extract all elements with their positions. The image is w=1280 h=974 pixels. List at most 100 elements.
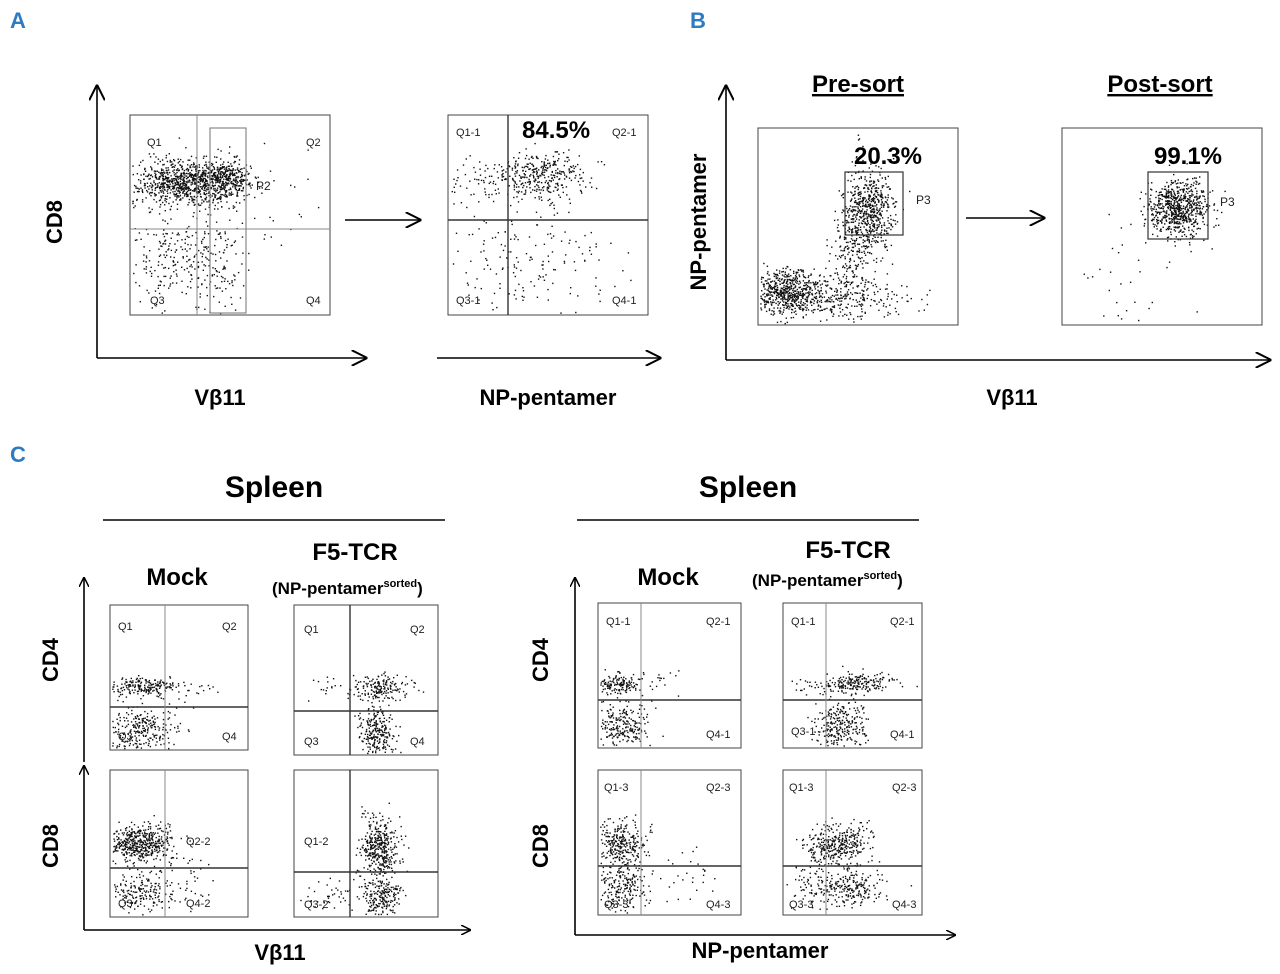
event-dot	[548, 191, 551, 193]
event-dot	[148, 681, 150, 684]
event-dot	[220, 187, 222, 189]
event-dot	[547, 190, 550, 193]
event-dot	[842, 295, 845, 298]
event-dot	[258, 187, 261, 189]
event-dot	[514, 167, 516, 169]
event-dot	[1211, 190, 1214, 192]
event-dot	[799, 291, 802, 293]
event-dot	[1186, 199, 1189, 202]
event-dot	[404, 696, 406, 698]
event-dot	[130, 736, 132, 739]
event-dot	[852, 318, 855, 320]
event-dot	[876, 192, 879, 194]
event-dot	[219, 197, 221, 199]
event-dot	[807, 296, 809, 298]
event-dot	[1169, 209, 1172, 211]
event-dot	[769, 284, 771, 287]
event-dot	[136, 190, 139, 193]
event-dot	[229, 174, 231, 177]
event-dot	[150, 166, 152, 168]
event-dot	[884, 243, 886, 246]
event-dot	[217, 175, 219, 177]
event-dot	[155, 201, 158, 203]
event-dot	[526, 165, 528, 168]
event-dot	[1191, 190, 1194, 193]
event-dot	[389, 691, 392, 693]
event-dot	[871, 214, 873, 216]
event-dot	[1168, 195, 1170, 198]
event-dot	[1167, 196, 1169, 198]
event-dot	[839, 304, 841, 307]
event-dot	[840, 300, 843, 302]
event-dot	[880, 240, 883, 242]
event-dot	[539, 192, 542, 194]
event-dot	[553, 174, 556, 177]
event-dot	[168, 187, 171, 189]
event-dot	[871, 204, 874, 206]
event-dot	[883, 229, 886, 231]
event-dot	[159, 242, 162, 244]
event-dot	[134, 205, 136, 207]
event-dot	[243, 167, 245, 169]
event-dot	[218, 233, 221, 235]
event-dot	[1197, 213, 1199, 215]
event-dot	[194, 183, 196, 185]
event-dot	[863, 297, 865, 299]
event-dot	[767, 271, 769, 273]
event-dot	[1165, 193, 1168, 196]
event-dot	[298, 213, 301, 216]
event-dot	[793, 295, 795, 297]
event-dot	[518, 174, 521, 177]
event-dot	[169, 685, 171, 688]
event-dot	[860, 217, 863, 219]
event-dot	[777, 301, 779, 303]
event-dot	[538, 186, 540, 189]
event-dot	[169, 180, 171, 182]
event-dot	[1145, 193, 1147, 195]
event-dot	[182, 257, 184, 259]
event-dot	[239, 202, 241, 204]
event-dot	[186, 190, 189, 193]
event-dot	[224, 171, 227, 173]
event-dot	[1166, 227, 1169, 230]
event-dot	[787, 297, 789, 299]
event-dot	[855, 214, 857, 216]
event-dot	[1159, 191, 1161, 193]
event-dot	[868, 167, 870, 169]
event-dot	[186, 227, 188, 230]
event-dot	[1162, 205, 1164, 207]
event-dot	[540, 189, 542, 191]
event-dot	[191, 181, 194, 183]
event-dot	[524, 189, 527, 191]
event-dot	[859, 216, 861, 218]
event-dot	[879, 174, 881, 176]
event-dot	[761, 290, 763, 292]
event-dot	[1183, 227, 1185, 229]
event-dot	[129, 681, 131, 683]
column-title: Mock	[146, 564, 208, 591]
event-dot	[162, 192, 165, 194]
event-dot	[168, 717, 171, 719]
event-dot	[237, 195, 239, 197]
event-dot	[119, 691, 121, 694]
event-dot	[121, 678, 123, 680]
event-dot	[848, 267, 850, 269]
event-dot	[1168, 200, 1170, 203]
event-dot	[873, 299, 875, 302]
event-dot	[580, 190, 582, 193]
event-dot	[768, 309, 771, 312]
event-dot	[851, 206, 854, 208]
event-dot	[489, 181, 492, 183]
event-dot	[149, 745, 152, 748]
event-dot	[842, 197, 844, 199]
event-dot	[812, 298, 814, 301]
event-dot	[776, 289, 779, 291]
event-dot	[1178, 226, 1181, 228]
event-dot	[840, 194, 843, 197]
event-dot	[492, 200, 495, 203]
event-dot	[514, 175, 517, 177]
event-dot	[204, 172, 206, 174]
event-dot	[869, 216, 872, 219]
event-dot	[1190, 233, 1192, 235]
event-dot	[511, 223, 513, 226]
